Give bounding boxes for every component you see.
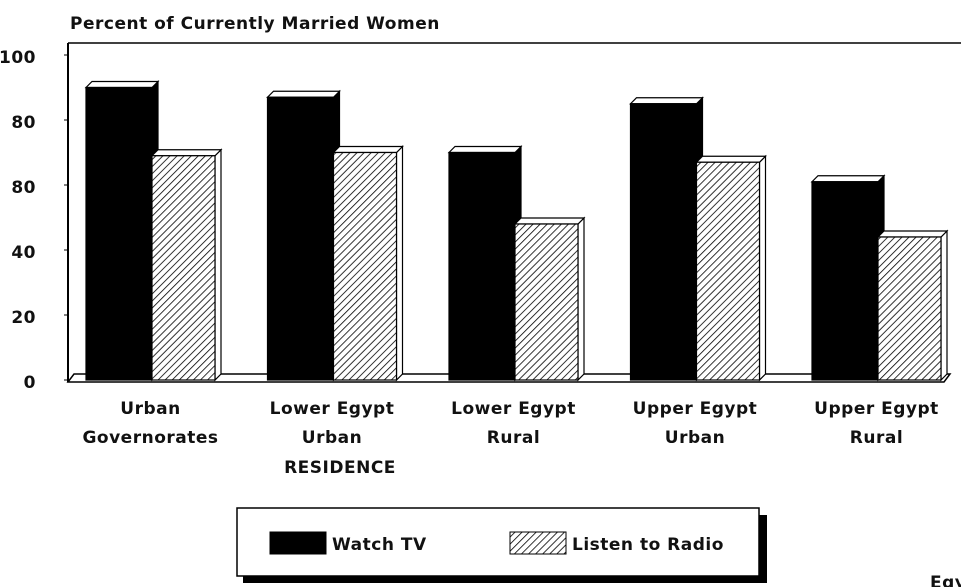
x-tick-label: Upper Egypt: [633, 399, 758, 419]
x-tick-label: Governorates: [82, 428, 218, 448]
bar-side: [395, 145, 404, 382]
bar-top: [695, 155, 767, 163]
bar-front: [877, 236, 942, 381]
y-tick-label: 80: [11, 178, 36, 198]
x-tick-label: Urban: [302, 428, 362, 448]
bar-front: [629, 103, 698, 381]
bar-side: [940, 229, 948, 382]
bar: [695, 154, 767, 382]
bar-top: [876, 230, 949, 238]
x-tick-label: Lower Egypt: [270, 399, 395, 419]
x-axis-label: RESIDENCE: [284, 458, 396, 478]
x-tick-label: Urban: [665, 428, 725, 448]
bar-side: [758, 154, 767, 382]
bar-top: [332, 145, 404, 154]
x-tick-label: Upper Egypt: [814, 399, 939, 419]
bar: [150, 148, 223, 382]
bar-top: [84, 80, 160, 89]
bar-top: [447, 145, 523, 154]
bar: [332, 145, 404, 382]
bar-front: [266, 96, 335, 381]
bar: [447, 145, 523, 382]
legend-swatch: [509, 531, 567, 555]
bar: [84, 80, 160, 382]
bar: [876, 229, 949, 382]
x-tick-label: Urban: [120, 399, 180, 419]
bar-front: [332, 151, 398, 381]
bar: [810, 174, 886, 382]
x-tick-label: Rural: [850, 428, 903, 448]
legend-label: Listen to Radio: [572, 535, 724, 555]
bar-front: [695, 161, 761, 381]
bar-front: [514, 223, 579, 381]
chart-title: Percent of Currently Married Women: [70, 14, 440, 34]
legend-label: Watch TV: [332, 535, 427, 555]
legend-items: Watch TV Listen to Radio: [269, 531, 724, 555]
bar-front: [151, 155, 216, 381]
y-tick-label: 100: [0, 48, 36, 68]
bar-front: [85, 86, 153, 381]
x-tick-label: Rural: [487, 428, 540, 448]
legend: [236, 507, 760, 577]
y-tick-label: 40: [11, 243, 36, 263]
legend-swatch: [269, 531, 327, 555]
bar-side: [577, 216, 585, 382]
note: Egypt: [930, 573, 961, 587]
bar: [629, 96, 704, 382]
bar-side: [214, 148, 222, 382]
y-tick-label: 0: [24, 373, 36, 393]
x-tick-label: Lower Egypt: [451, 399, 576, 419]
bar-top: [513, 217, 586, 225]
bar-top: [810, 175, 886, 183]
y-tick-label: 80: [11, 113, 36, 133]
y-tick-label: 20: [11, 308, 36, 328]
bar-top: [266, 90, 341, 98]
bar-top: [629, 97, 704, 105]
bar: [266, 89, 341, 382]
bar: [513, 216, 586, 382]
bar-top: [150, 149, 223, 157]
bar-front: [448, 151, 516, 381]
bar-front: [811, 181, 879, 381]
